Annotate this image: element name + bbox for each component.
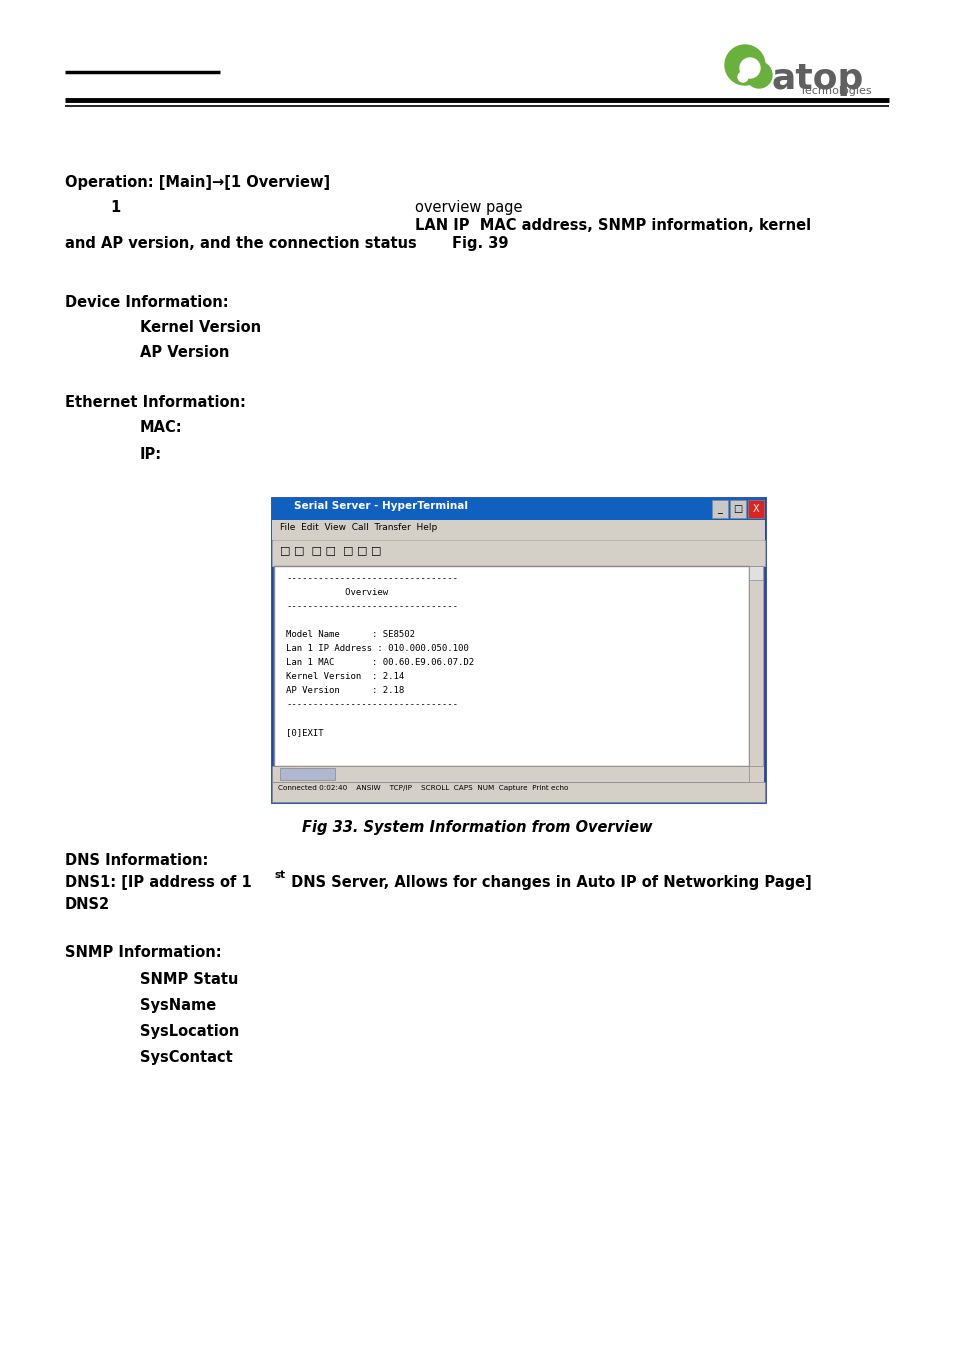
Circle shape (745, 62, 771, 88)
Text: SNMP Information:: SNMP Information: (65, 945, 221, 960)
Text: Operation: [Main]→[1 Overview]: Operation: [Main]→[1 Overview] (65, 176, 330, 190)
Text: AP Version: AP Version (140, 346, 229, 360)
Text: atop: atop (771, 62, 863, 96)
Bar (729, 500, 745, 518)
Text: Fig. 39: Fig. 39 (452, 236, 508, 251)
Text: MAC:: MAC: (140, 420, 182, 435)
Text: SysContact: SysContact (140, 1050, 233, 1065)
Text: Serial Server - HyperTerminal: Serial Server - HyperTerminal (294, 501, 468, 512)
Bar (280, 768, 335, 780)
Text: DNS Server, Allows for changes in Auto IP of Networking Page]: DNS Server, Allows for changes in Auto I… (286, 875, 811, 890)
Text: File  Edit  View  Call  Transfer  Help: File Edit View Call Transfer Help (280, 522, 436, 532)
Text: □ □  □ □  □ □ □: □ □ □ □ □ □ □ (280, 545, 381, 555)
Text: LAN IP  MAC address, SNMP information, kernel: LAN IP MAC address, SNMP information, ke… (415, 217, 810, 234)
Text: □: □ (733, 504, 741, 514)
Text: and AP version, and the connection status: and AP version, and the connection statu… (65, 236, 416, 251)
Text: overview page: overview page (415, 200, 522, 215)
Bar (748, 566, 762, 580)
Text: st: st (274, 869, 286, 880)
Bar (274, 566, 748, 765)
Text: X: X (752, 504, 759, 514)
Text: --------------------------------: -------------------------------- (286, 701, 457, 709)
Text: SNMP Statu: SNMP Statu (140, 972, 238, 987)
Text: _: _ (717, 504, 721, 514)
Text: Ethernet Information:: Ethernet Information: (65, 396, 246, 410)
Bar (272, 498, 764, 520)
Text: Connected 0:02:40    ANSIW    TCP/IP    SCROLL  CAPS  NUM  Capture  Print echo: Connected 0:02:40 ANSIW TCP/IP SCROLL CA… (277, 784, 568, 791)
Text: DNS Information:: DNS Information: (65, 853, 208, 868)
Text: SysName: SysName (140, 998, 216, 1012)
Text: --------------------------------: -------------------------------- (286, 574, 457, 583)
Text: --------------------------------: -------------------------------- (286, 602, 457, 612)
Text: IP:: IP: (140, 447, 162, 462)
Text: AP Version      : 2.18: AP Version : 2.18 (286, 686, 404, 695)
Text: Device Information:: Device Information: (65, 296, 229, 310)
Bar (272, 520, 764, 540)
Text: Overview: Overview (286, 589, 388, 597)
Text: DNS2: DNS2 (65, 896, 110, 913)
Text: [0]EXIT: [0]EXIT (286, 728, 323, 737)
Bar (272, 498, 764, 802)
Circle shape (740, 58, 760, 78)
Text: Lan 1 IP Address : 010.000.050.100: Lan 1 IP Address : 010.000.050.100 (286, 644, 468, 653)
Text: Lan 1 MAC       : 00.60.E9.06.07.D2: Lan 1 MAC : 00.60.E9.06.07.D2 (286, 657, 474, 667)
Circle shape (724, 45, 764, 85)
Text: DNS1: [IP address of 1: DNS1: [IP address of 1 (65, 875, 252, 890)
Bar (272, 540, 764, 566)
Bar (272, 782, 764, 802)
Bar (272, 765, 748, 782)
Text: Model Name      : SE8502: Model Name : SE8502 (286, 630, 415, 639)
Text: Technologies: Technologies (800, 86, 871, 96)
Bar (748, 566, 762, 765)
Bar (747, 500, 763, 518)
Text: 1: 1 (110, 200, 120, 215)
Text: Kernel Version: Kernel Version (140, 320, 261, 335)
Text: Kernel Version  : 2.14: Kernel Version : 2.14 (286, 672, 404, 680)
Text: Fig 33. System Information from Overview: Fig 33. System Information from Overview (301, 819, 652, 836)
Text: SysLocation: SysLocation (140, 1025, 239, 1040)
Circle shape (738, 72, 747, 82)
Bar (711, 500, 727, 518)
